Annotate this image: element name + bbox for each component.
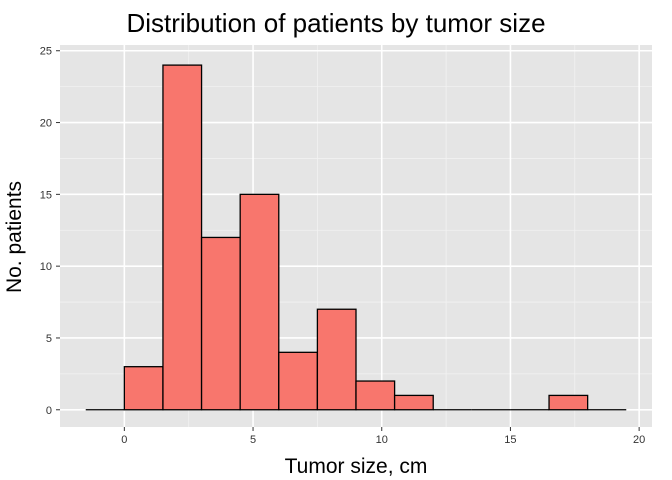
histogram-bar — [316, 308, 357, 411]
x-axis-title: Tumor size, cm — [284, 455, 428, 478]
y-axis-title: No. patients — [3, 180, 26, 294]
chart-title: Distribution of patients by tumor size — [126, 8, 546, 38]
histogram-bar — [162, 64, 203, 411]
y-tick-label: 0 — [46, 405, 52, 417]
x-tick-label: 5 — [250, 434, 256, 446]
x-tick-label: 15 — [504, 434, 516, 446]
histogram-bar — [123, 366, 164, 411]
x-tick-label: 10 — [376, 434, 388, 446]
y-tick-label: 25 — [40, 46, 52, 58]
histogram-bar — [393, 394, 434, 411]
y-axis-ticks: 0 5 10 15 20 25 — [40, 46, 60, 417]
x-tick-label: 20 — [633, 434, 645, 446]
histogram-bars — [85, 64, 627, 411]
y-tick-label: 15 — [40, 189, 52, 201]
histogram-bar — [200, 236, 241, 411]
x-axis-ticks: 0 5 10 15 20 — [121, 427, 645, 446]
histogram-bar — [355, 380, 396, 411]
x-tick-label: 0 — [121, 434, 127, 446]
histogram-bar — [278, 351, 319, 411]
y-tick-label: 20 — [40, 118, 52, 130]
y-tick-label: 5 — [46, 333, 52, 345]
histogram-bar — [239, 193, 280, 411]
y-tick-label: 10 — [40, 261, 52, 273]
histogram-bar — [548, 394, 589, 411]
